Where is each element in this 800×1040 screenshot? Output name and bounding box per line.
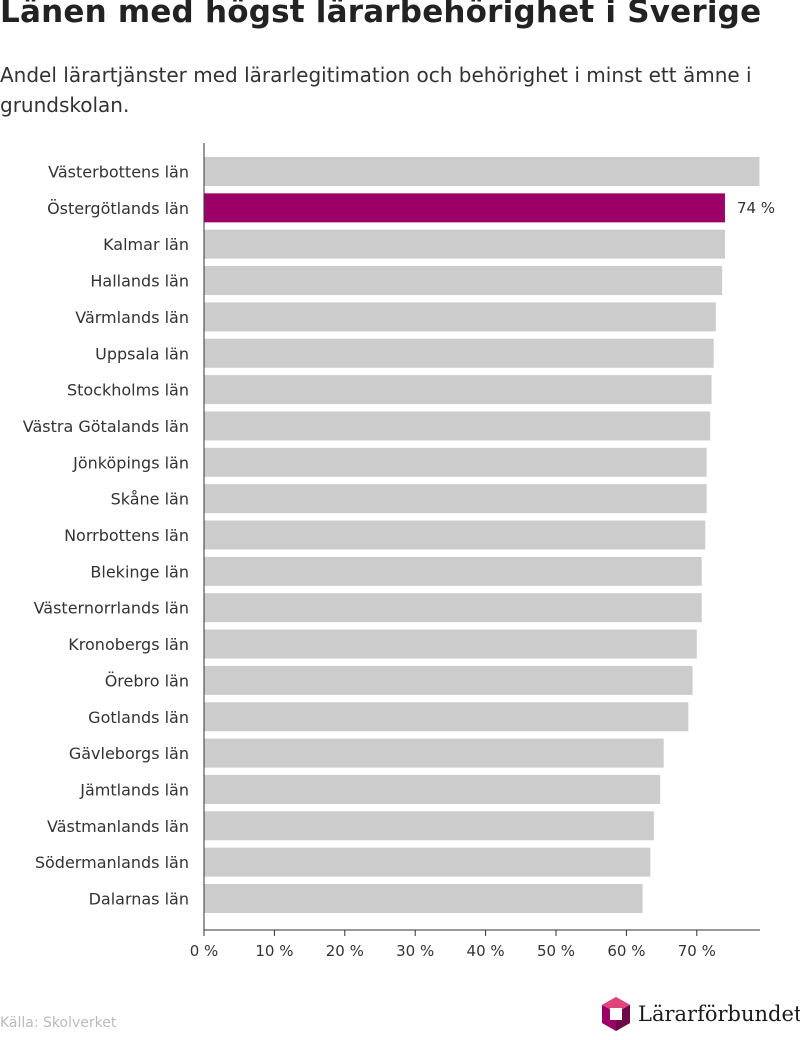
x-tick-label: 70 % bbox=[678, 942, 716, 960]
bar bbox=[204, 811, 654, 841]
category-label: Jämtlands län bbox=[79, 780, 189, 799]
chart-title: Länen med högst lärarbehörighet i Sverig… bbox=[0, 0, 762, 30]
bar bbox=[204, 447, 707, 477]
category-label: Värmlands län bbox=[75, 308, 189, 327]
bar bbox=[204, 229, 725, 259]
category-label: Östergötlands län bbox=[47, 199, 189, 218]
bar bbox=[204, 774, 661, 804]
bar bbox=[204, 375, 712, 405]
x-tick-label: 50 % bbox=[537, 942, 575, 960]
bar bbox=[204, 593, 702, 623]
bar bbox=[204, 338, 714, 368]
publisher-logo: Lärarförbundet bbox=[600, 996, 800, 1032]
bar bbox=[204, 702, 689, 732]
category-label: Västernorrlands län bbox=[34, 599, 189, 618]
category-label: Gotlands län bbox=[88, 708, 189, 727]
category-label: Uppsala län bbox=[95, 344, 189, 363]
bar bbox=[204, 556, 702, 586]
bar bbox=[204, 629, 697, 659]
bar bbox=[204, 520, 706, 550]
bar-chart: Västerbottens län Östergötlands län 74 % Ka… bbox=[23, 143, 775, 960]
category-label: Stockholms län bbox=[67, 381, 189, 400]
x-tick-label: 20 % bbox=[326, 942, 364, 960]
category-label: Örebro län bbox=[105, 671, 189, 690]
bar bbox=[204, 884, 643, 913]
hexagon-logo-icon bbox=[602, 997, 630, 1031]
category-label: Västerbottens län bbox=[48, 163, 189, 182]
x-tick-label: 10 % bbox=[255, 942, 293, 960]
category-label: Norrbottens län bbox=[64, 526, 189, 545]
chart-subtitle: Andel lärartjänster med lärarlegitimatio… bbox=[0, 63, 752, 117]
category-label: Dalarnas län bbox=[89, 890, 189, 909]
category-label: Kronobergs län bbox=[68, 635, 189, 654]
bar bbox=[204, 665, 693, 695]
bar bbox=[204, 738, 664, 768]
x-tick-label: 40 % bbox=[467, 942, 505, 960]
bar bbox=[204, 847, 651, 877]
category-label: Hallands län bbox=[90, 272, 189, 291]
category-label: Kalmar län bbox=[103, 235, 189, 254]
bar bbox=[204, 193, 725, 223]
data-label: 74 % bbox=[737, 199, 775, 217]
bar bbox=[204, 411, 711, 441]
x-tick-label: 60 % bbox=[607, 942, 645, 960]
bar bbox=[204, 157, 760, 186]
category-label: Gävleborgs län bbox=[69, 744, 189, 763]
logo-text: Lärarförbundet bbox=[638, 1002, 800, 1026]
category-label: Jönköpings län bbox=[72, 453, 189, 472]
bar bbox=[204, 302, 716, 332]
category-label: Västra Götalands län bbox=[23, 417, 189, 436]
category-label: Skåne län bbox=[111, 490, 189, 509]
x-tick-label: 30 % bbox=[396, 942, 434, 960]
x-tick-label: 0 % bbox=[190, 942, 219, 960]
category-label: Blekinge län bbox=[90, 562, 189, 581]
bar bbox=[204, 266, 723, 296]
bar bbox=[204, 484, 707, 514]
category-label: Södermanlands län bbox=[35, 853, 189, 872]
source-note: Källa: Skolverket bbox=[0, 1015, 117, 1031]
category-label: Västmanlands län bbox=[47, 817, 189, 836]
